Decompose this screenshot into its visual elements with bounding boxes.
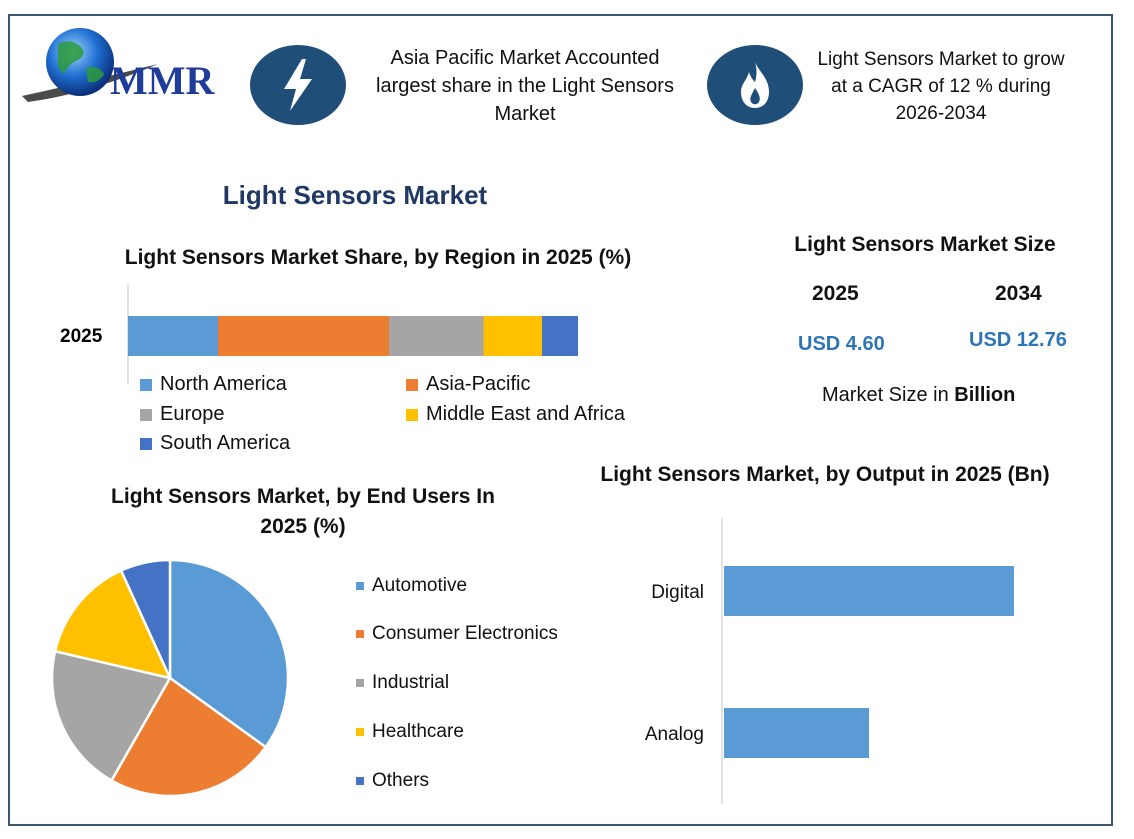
market-size-year-2034: 2034: [995, 282, 1042, 305]
output-bar-chart: Digital Analog: [645, 518, 1014, 804]
pie-slice: [50, 649, 172, 783]
output-category-label: Digital: [651, 582, 704, 603]
highlight-region-text: Asia Pacific Market Accounted largest sh…: [376, 47, 674, 125]
infographic-frame: [8, 14, 1113, 826]
region-legend-item: Asia-Pacific: [406, 373, 530, 396]
market-size-title: Light Sensors Market Size: [794, 233, 1056, 256]
legend-swatch: [356, 777, 364, 785]
region-legend-item: Europe: [140, 403, 225, 426]
legend-swatch: [140, 408, 152, 421]
pie-slice: [53, 568, 173, 680]
enduser-legend-item: Consumer Electronics: [356, 623, 558, 645]
pie-slice: [109, 676, 268, 798]
region-legend-item: Middle East and Africa: [406, 403, 625, 426]
region-legend-item: North America: [140, 373, 287, 396]
highlight-cagr-text: Light Sensors Market to grow at a CAGR o…: [817, 49, 1065, 124]
region-legend-item: South America: [140, 432, 290, 455]
lightning-icon: [250, 45, 346, 125]
output-bar: [724, 566, 1014, 616]
market-size-value-2025: USD 4.60: [798, 333, 885, 355]
mmr-logo: MMR: [18, 24, 228, 108]
region-bar-segment: [542, 316, 578, 356]
enduser-pie-chart: [50, 558, 290, 798]
legend-swatch: [406, 408, 418, 421]
region-bar-segment: [218, 316, 389, 356]
region-bar-segment: [128, 316, 218, 356]
region-chart: 2025: [60, 284, 578, 384]
legend-swatch: [406, 378, 418, 391]
enduser-legend-item: Automotive: [356, 575, 467, 597]
region-chart-title: Light Sensors Market Share, by Region in…: [124, 246, 632, 269]
pie-slice: [168, 558, 290, 749]
region-bar-segment: [483, 316, 542, 356]
page-title: Light Sensors Market: [222, 180, 488, 210]
output-chart-title: Light Sensors Market, by Output in 2025 …: [600, 463, 1050, 486]
output-bar: [724, 708, 869, 758]
legend-swatch: [140, 378, 152, 391]
market-size-year-2025: 2025: [812, 282, 859, 305]
legend-swatch: [356, 630, 364, 638]
market-size-value-2034: USD 12.76: [969, 329, 1067, 351]
legend-swatch: [140, 437, 152, 450]
output-category-label: Analog: [645, 724, 704, 745]
market-size-unit: Market Size in Billion: [822, 384, 1016, 406]
legend-swatch: [356, 679, 364, 687]
legend-swatch: [356, 728, 364, 736]
legend-swatch: [356, 582, 364, 590]
flame-icon: [707, 45, 803, 125]
logo-text: MMR: [110, 58, 216, 103]
enduser-chart-title: Light Sensors Market, by End Users In 20…: [111, 485, 495, 538]
pie-slice: [119, 558, 172, 679]
enduser-legend-item: Healthcare: [356, 721, 464, 743]
enduser-legend-item: Others: [356, 770, 429, 792]
region-category-label: 2025: [60, 326, 103, 347]
region-bar-segment: [389, 316, 484, 356]
enduser-legend-item: Industrial: [356, 672, 449, 694]
